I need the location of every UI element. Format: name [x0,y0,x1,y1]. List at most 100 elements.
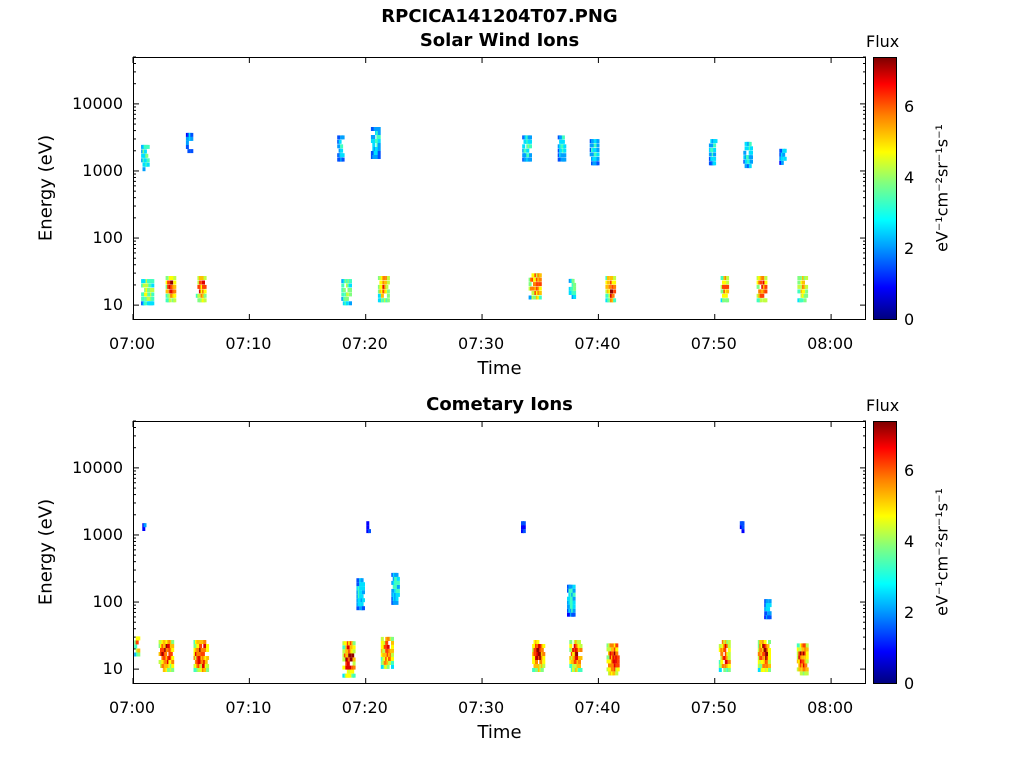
spectrogram-cell [380,664,384,669]
spectrogram-cell [536,640,540,644]
spectrogram-cell [167,280,171,285]
spectrogram-cell [724,660,728,664]
spectrogram-cell [391,652,394,657]
spectrogram-cell [385,640,389,645]
spectrogram-cell [196,648,200,652]
spectrogram-cell [383,660,387,665]
colorbar-tick-label: 2 [904,602,915,622]
spectrogram-cell [593,152,597,157]
spectrogram-cell [206,664,210,668]
spectrogram-cell [559,135,563,140]
spectrogram-cell [529,157,532,162]
spectrogram-cell [744,146,748,151]
spectrogram-cell [529,153,532,158]
spectrogram-cell [750,150,753,155]
spectrogram-cell [612,671,616,676]
spectrogram-cell [396,588,400,593]
spectrogram-cell [386,664,390,669]
spectrogram-cell [383,652,387,657]
spectrogram-cell [346,645,350,650]
spectrogram-cell [779,148,783,153]
x-tick-label: 07:50 [690,698,737,717]
spectrogram-cell [190,132,194,137]
spectrogram-cell [798,667,802,672]
spectrogram-cell [743,150,747,155]
spectrogram-cell [726,276,730,280]
spectrogram-cell [805,655,809,660]
spectrogram-cell [578,664,581,668]
spectrogram-cell [610,280,613,285]
y-tick-label: 1000 [82,524,123,544]
spectrogram-cell [579,644,583,648]
colorbar-title-bottom: Flux [866,396,900,415]
spectrogram-cell [718,644,722,648]
spectrogram-cell [573,291,577,295]
spectrogram-cell [151,288,155,292]
spectrogram-cell [386,280,390,285]
spectrogram-cell [768,656,771,660]
spectrogram-cell [568,588,572,593]
spectrogram-cell [342,279,346,284]
spectrogram-cell [366,529,370,534]
spectrogram-cell [382,276,386,280]
spectrogram-cell [722,280,725,285]
spectrogram-cell [144,283,148,288]
spectrogram-cell [356,578,360,583]
spectrogram-cell [713,152,717,157]
spectrogram-cell [615,651,619,656]
spectrogram-cell [768,652,771,656]
spectrogram-cell [391,664,394,669]
spectrogram-cell [362,598,365,603]
spectrogram-cell [796,643,800,648]
spectrogram-cell [143,523,147,528]
spectrogram-cell [342,645,346,650]
spectrogram-cell [608,284,612,289]
spectrogram-cell [535,660,538,664]
spectrogram-cell [805,643,809,648]
spectrogram-cell [741,521,745,526]
spectrogram-cell [352,665,356,670]
spectrogram-cell [165,664,169,668]
x-tick-label: 07:50 [690,334,737,353]
spectrogram-cell [356,606,360,611]
spectrogram-cell [135,648,139,653]
spectrogram-cell [341,157,345,162]
spectrogram-cell [569,644,573,648]
spectrogram-cell [362,586,365,591]
spectrogram-cell [538,277,542,282]
spectrogram-cell [569,640,573,644]
spectrogram-cell [542,664,546,668]
spectrogram-cell [167,293,171,298]
spectrogram-cell [198,284,202,289]
spectrogram-cell [578,660,581,664]
spectrogram-cell [766,644,770,648]
spectrogram-cell [351,669,355,674]
spectrogram-cell [349,301,352,306]
spectrogram-cell [200,648,204,652]
spectrogram-cell [723,668,727,672]
spectrogram-cell [762,289,766,294]
spectrogram-cell [146,158,150,163]
spectrogram-cell [764,298,768,303]
spectrogram-cell [173,298,177,303]
spectrogram-cell [372,135,376,139]
spectrogram-cell [203,648,207,652]
spectrogram-cell [542,652,546,656]
x-axis-label-bottom: Time [477,722,522,743]
spectrogram-cell [203,293,207,298]
spectrogram-cell [748,141,752,146]
spectrogram-cell [561,135,565,140]
spectrogram-cell [377,127,381,131]
spectrogram-cell [145,153,149,158]
spectrogram-cell [146,162,150,167]
spectrogram-cell [522,525,526,530]
spectrogram-cell [170,280,174,285]
spectrogram-cell [203,640,207,644]
spectrogram-cell [616,663,620,668]
spectrogram-cell [168,298,172,303]
spectrogram-cell [783,156,787,161]
spectrogram-cell [396,576,400,581]
spectrogram-cell [522,144,526,149]
spectrogram-cell [605,284,609,289]
y-tick-label: 10 [102,659,123,679]
